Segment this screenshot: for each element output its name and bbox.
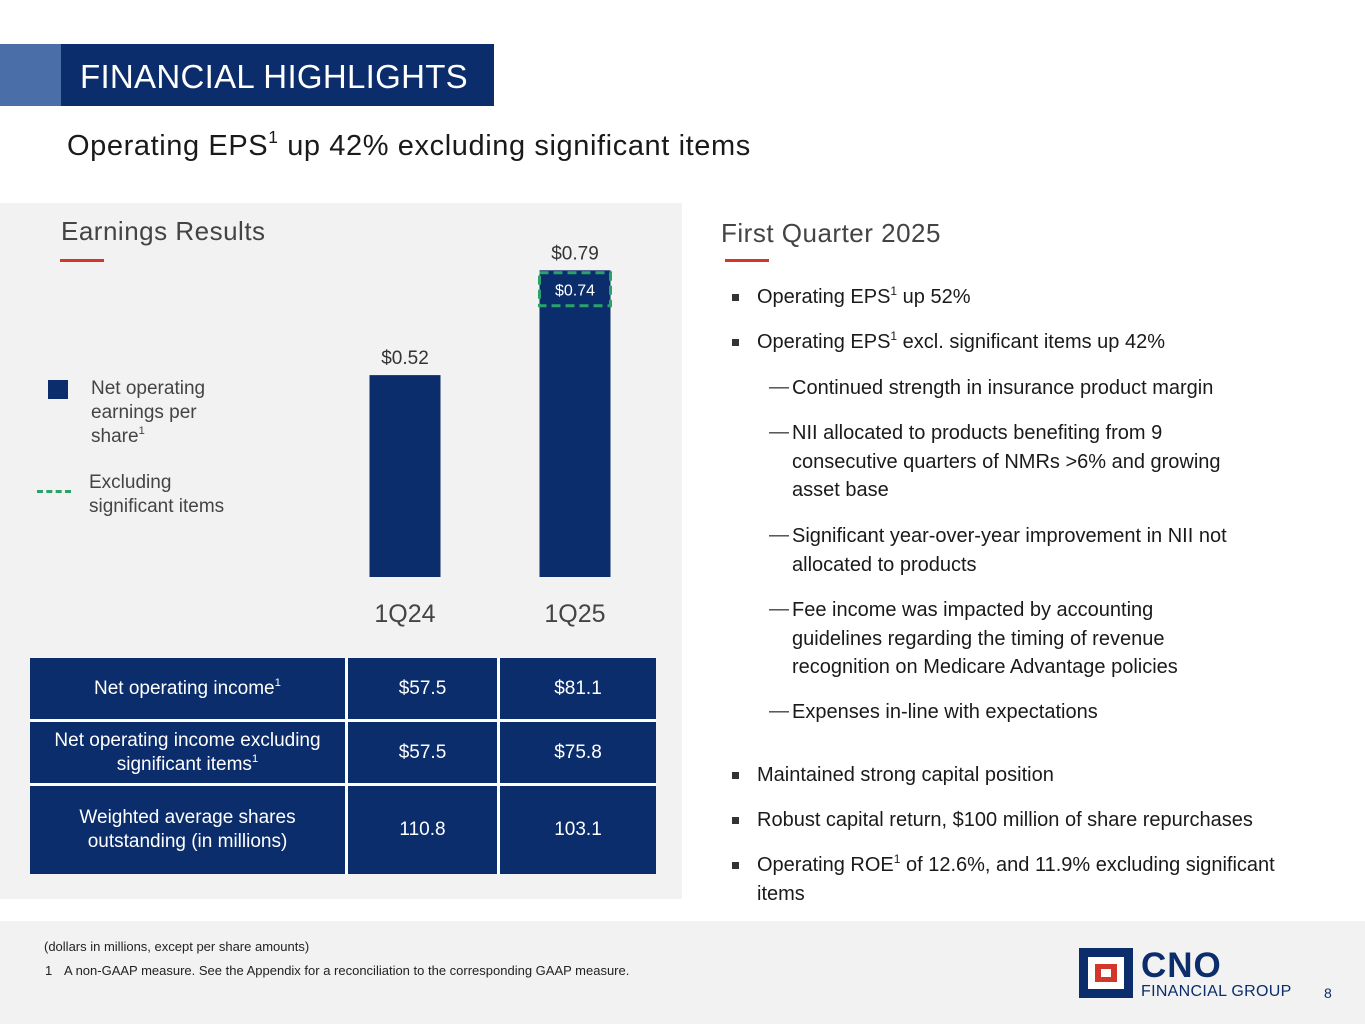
x-tick-label: 1Q25 [544,600,605,628]
bullet-text: Robust capital return, $100 million of s… [757,809,1253,831]
header-banner [61,44,494,106]
earnings-results-heading: Earnings Results [61,216,266,246]
subbullet-text: NII allocated to products benefiting fro… [792,422,1221,501]
page-title: FINANCIAL HIGHLIGHTS [80,58,468,95]
footnote-ref: 1 [890,328,898,343]
subbullet: — Continued strength in insurance produc… [769,374,1282,403]
dash-marker: — [769,421,789,443]
logo-wordmark: CNO [1141,946,1222,985]
table-row-label: Weighted average shares outstanding (in … [30,786,348,874]
bullet-marker [732,817,739,824]
dash-marker: — [769,524,789,546]
table-cell-1q24: $57.5 [348,722,500,786]
row-label-text: Net operating income [94,677,275,699]
eps-bar-chart: $0.52 1Q24 $0.79 1Q25 $0.74 [369,243,612,628]
dash-marker: — [769,376,789,398]
table-row-label: Net operating income excluding significa… [30,722,348,786]
table-cell-1q25: 103.1 [500,786,656,874]
earnings-table: Net operating income1 $57.5 $81.1 Net op… [30,658,656,874]
logo-subtext: FINANCIAL GROUP [1141,983,1292,1000]
footer-band [0,921,1365,1024]
table-cell-1q24: $57.5 [348,658,500,722]
footnote-text: A non-GAAP measure. See the Appendix for… [64,963,630,978]
heading-underline [725,259,769,262]
bullet-marker [732,772,739,779]
bullet-marker [732,862,739,869]
bar-1q25 [539,270,611,577]
header-accent-block [0,44,62,106]
table-row: Net operating income excluding significa… [30,722,656,786]
bullet-text: up 52% [897,286,971,308]
legend-swatch-net-eps [48,380,68,399]
table-row-label: Net operating income1 [30,658,348,722]
footnote-number: 1 [45,963,53,978]
subbullet: — Expenses in-line with expectations [769,698,1282,727]
bar-1q24 [369,375,441,577]
cno-logo-mark-icon [1079,948,1133,998]
table-row: Net operating income1 $57.5 $81.1 [30,658,656,722]
footnote-ref: 1 [251,752,259,765]
bar-value-label: $0.52 [381,348,429,369]
bullet-marker [732,294,739,301]
bullet-text: of 12.6%, and 11.9% excluding significan… [757,854,1275,905]
slide-subtitle: Operating EPS1 up 42% excluding signific… [67,127,751,163]
table-cell-1q24: 110.8 [348,786,500,874]
legend-dash-excluding [37,490,71,493]
bullet-operating-eps-excl: Operating EPS1 excl. significant items u… [732,328,1317,357]
dash-marker: — [769,598,789,620]
legend-label-net-eps-text: Net operating earnings per share [91,378,206,447]
subbullet-text: Expenses in-line with expectations [792,701,1098,723]
bullet-marker [732,339,739,346]
x-tick-label: 1Q24 [374,600,435,628]
bullet-text: Maintained strong capital position [757,764,1054,786]
excluding-significant-items-marker [538,271,612,308]
row-label-text: Weighted average shares outstanding (in … [79,807,296,852]
bullet-text: excl. significant items up 42% [897,331,1166,353]
heading-underline [60,259,104,262]
footnote-ref: 1 [893,851,901,866]
first-quarter-heading: First Quarter 2025 [721,218,941,248]
bullet-text: Operating EPS [757,331,891,353]
table-cell-1q25: $81.1 [500,658,656,722]
excluding-value-label: $0.74 [555,283,595,300]
subbullet-text: Fee income was impacted by accounting gu… [792,599,1178,678]
subbullet: — NII allocated to products benefiting f… [769,419,1257,505]
table-cell-1q25: $75.8 [500,722,656,786]
subtitle-post: up 42% excluding significant items [278,130,751,162]
units-note: (dollars in millions, except per share a… [44,939,310,954]
subbullet-text: Significant year-over-year improvement i… [792,525,1227,576]
bar-value-label: $0.79 [551,243,599,264]
subtitle-pre: Operating EPS [67,130,269,162]
bullet-operating-eps: Operating EPS1 up 52% [732,283,1317,312]
bullet-text: Operating ROE [757,854,894,876]
legend-label-excluding: Excluding significant items [89,472,225,517]
bullet-capital-position: Maintained strong capital position [732,761,1317,790]
dash-marker: — [769,700,789,722]
subbullet-text: Continued strength in insurance product … [792,377,1214,399]
legend-label-net-eps: Net operating earnings per share1 [91,377,241,449]
footnote-ref: 1 [138,425,145,438]
bullet-capital-return: Robust capital return, $100 million of s… [732,806,1317,835]
subbullet: — Significant year-over-year improvement… [769,522,1262,579]
table-row: Weighted average shares outstanding (in … [30,786,656,874]
footnote-ref: 1 [274,676,281,689]
bullet-operating-roe: Operating ROE1 of 12.6%, and 11.9% exclu… [732,851,1317,909]
footnote-ref: 1 [268,127,279,148]
row-label-text: Net operating income excluding significa… [54,729,321,775]
subbullet: — Fee income was impacted by accounting … [769,596,1222,682]
footnote-ref: 1 [890,283,898,298]
page-number: 8 [1324,985,1332,1001]
bullet-text: Operating EPS [757,286,891,308]
